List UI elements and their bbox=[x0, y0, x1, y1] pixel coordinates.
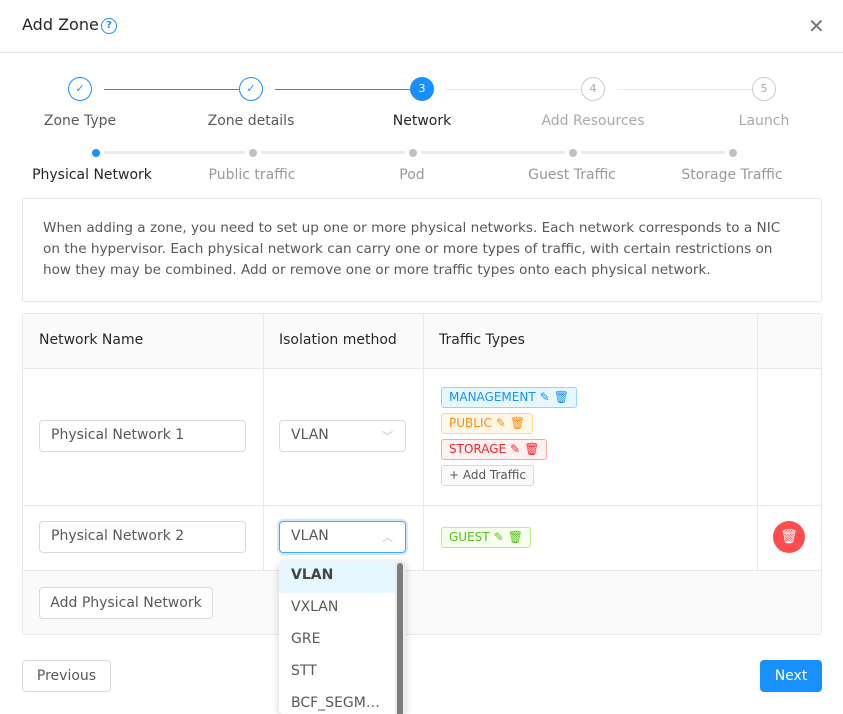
scrollbar-thumb[interactable] bbox=[397, 563, 403, 714]
check-icon: ✓ bbox=[68, 77, 92, 101]
option-stt[interactable]: STT bbox=[291, 663, 317, 679]
header-isolation-method: Isolation method bbox=[279, 332, 397, 348]
edit-icon[interactable]: ✎ bbox=[495, 416, 506, 430]
delete-icon[interactable]: 🗑︎ bbox=[507, 530, 523, 544]
substep-guest-traffic: Guest Traffic bbox=[528, 167, 616, 183]
header-traffic-types: Traffic Types bbox=[439, 332, 525, 348]
delete-network-button[interactable]: 🗑︎ bbox=[773, 521, 805, 553]
next-button[interactable]: Next bbox=[760, 660, 822, 692]
header-network-name: Network Name bbox=[39, 332, 144, 348]
step-connector bbox=[446, 89, 581, 90]
edit-icon[interactable]: ✎ bbox=[539, 390, 550, 404]
substep-dot bbox=[409, 149, 417, 157]
close-icon[interactable]: ✕ bbox=[808, 14, 825, 38]
chevron-down-icon: ﹀ bbox=[382, 430, 393, 443]
delete-icon[interactable]: 🗑︎ bbox=[524, 442, 540, 456]
question-circle-icon[interactable]: ? bbox=[101, 18, 117, 34]
tag-label: STORAGE bbox=[449, 442, 507, 456]
table-header bbox=[23, 314, 821, 369]
tag-label: MANAGEMENT bbox=[449, 390, 536, 404]
chevron-up-icon: ︿ bbox=[382, 531, 393, 544]
modal-title: Add Zone bbox=[22, 15, 99, 34]
col-divider bbox=[423, 314, 424, 570]
delete-icon[interactable]: 🗑︎ bbox=[509, 416, 526, 430]
tag-label: GUEST bbox=[449, 530, 490, 544]
substep-public-traffic: Public traffic bbox=[208, 167, 296, 183]
col-divider bbox=[263, 314, 264, 570]
substep-dot bbox=[729, 149, 737, 157]
step-launch: Launch bbox=[738, 113, 790, 129]
col-divider bbox=[757, 314, 758, 570]
traffic-tag-guest: GUEST ✎ 🗑︎ bbox=[441, 527, 531, 548]
previous-button[interactable]: Previous bbox=[22, 660, 111, 692]
substep-dot bbox=[249, 149, 257, 157]
step-add-resources: Add Resources bbox=[541, 113, 645, 129]
substep-connector bbox=[581, 151, 725, 154]
step-3-number: 3 bbox=[410, 77, 434, 101]
isolation-value: VLAN bbox=[291, 427, 329, 443]
isolation-value: VLAN bbox=[291, 528, 329, 544]
substep-connector bbox=[104, 151, 245, 154]
substep-dot bbox=[92, 149, 100, 157]
step-connector bbox=[104, 89, 239, 90]
step-network: Network bbox=[392, 113, 452, 129]
step-connector bbox=[617, 89, 752, 90]
check-icon: ✓ bbox=[239, 77, 263, 101]
step-4-number: 4 bbox=[581, 77, 605, 101]
traffic-tag-storage: STORAGE ✎ 🗑︎ bbox=[441, 439, 548, 460]
network-name-input-2[interactable]: Physical Network 2 bbox=[39, 521, 246, 553]
physical-network-table: Network Name Isolation method Traffic Ty… bbox=[22, 313, 822, 635]
option-bcf-segmented[interactable]: BCF_SEGM… bbox=[291, 695, 380, 711]
step-5-number: 5 bbox=[752, 77, 776, 101]
substep-pod: Pod bbox=[399, 167, 425, 183]
substep-physical-network: Physical Network bbox=[32, 167, 152, 183]
step-connector bbox=[275, 89, 410, 90]
step-zone-type: Zone Type bbox=[43, 113, 117, 129]
isolation-select-1[interactable]: VLAN ﹀ bbox=[279, 420, 406, 452]
isolation-select-2[interactable]: VLAN ︿ bbox=[279, 521, 406, 553]
isolation-dropdown: VLAN VXLAN GRE STT BCF_SEGM… bbox=[279, 561, 406, 714]
tag-label: PUBLIC bbox=[449, 416, 492, 430]
add-traffic-button[interactable]: + Add Traffic bbox=[441, 465, 534, 486]
option-gre[interactable]: GRE bbox=[291, 631, 321, 647]
header-divider bbox=[0, 52, 843, 53]
add-physical-network-button[interactable]: Add Physical Network bbox=[39, 587, 213, 619]
row-divider bbox=[23, 570, 821, 571]
option-vlan[interactable]: VLAN bbox=[279, 561, 395, 593]
network-name-input-1[interactable]: Physical Network 1 bbox=[39, 420, 246, 452]
option-vxlan[interactable]: VXLAN bbox=[291, 599, 339, 615]
delete-icon[interactable]: 🗑︎ bbox=[553, 390, 569, 404]
row-divider bbox=[23, 505, 821, 506]
edit-icon[interactable]: ✎ bbox=[493, 530, 504, 544]
step-zone-details: Zone details bbox=[207, 113, 295, 129]
trash-icon: 🗑︎ bbox=[780, 529, 798, 545]
edit-icon[interactable]: ✎ bbox=[510, 442, 521, 456]
substep-connector bbox=[421, 151, 565, 154]
traffic-tag-management: MANAGEMENT ✎ 🗑︎ bbox=[441, 387, 577, 408]
description: When adding a zone, you need to set up o… bbox=[22, 198, 822, 302]
substep-storage-traffic: Storage Traffic bbox=[681, 167, 783, 183]
traffic-tag-public: PUBLIC ✎ 🗑︎ bbox=[441, 413, 534, 434]
substep-connector bbox=[261, 151, 405, 154]
substep-dot bbox=[569, 149, 577, 157]
